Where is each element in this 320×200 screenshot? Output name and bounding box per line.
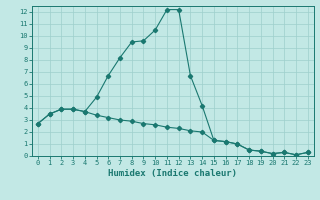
X-axis label: Humidex (Indice chaleur): Humidex (Indice chaleur) xyxy=(108,169,237,178)
